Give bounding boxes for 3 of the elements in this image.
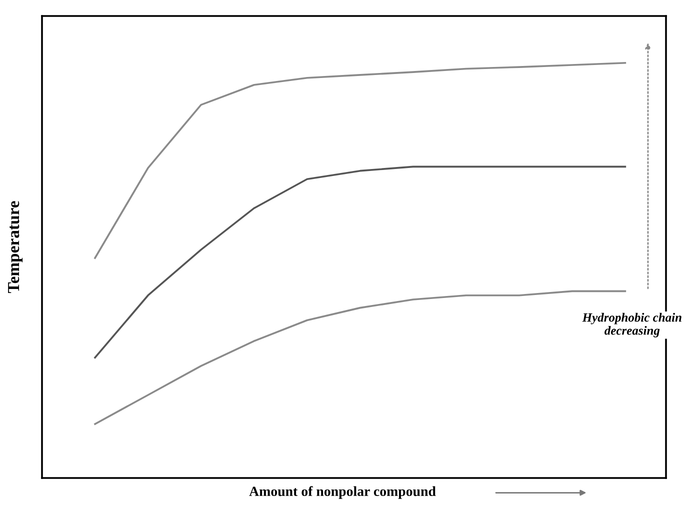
x-axis-title: Amount of nonpolar compound [249, 486, 436, 499]
y-axis-title: Temperature [8, 201, 23, 294]
annotation: Hydrophobic chain decreasing [582, 312, 682, 338]
